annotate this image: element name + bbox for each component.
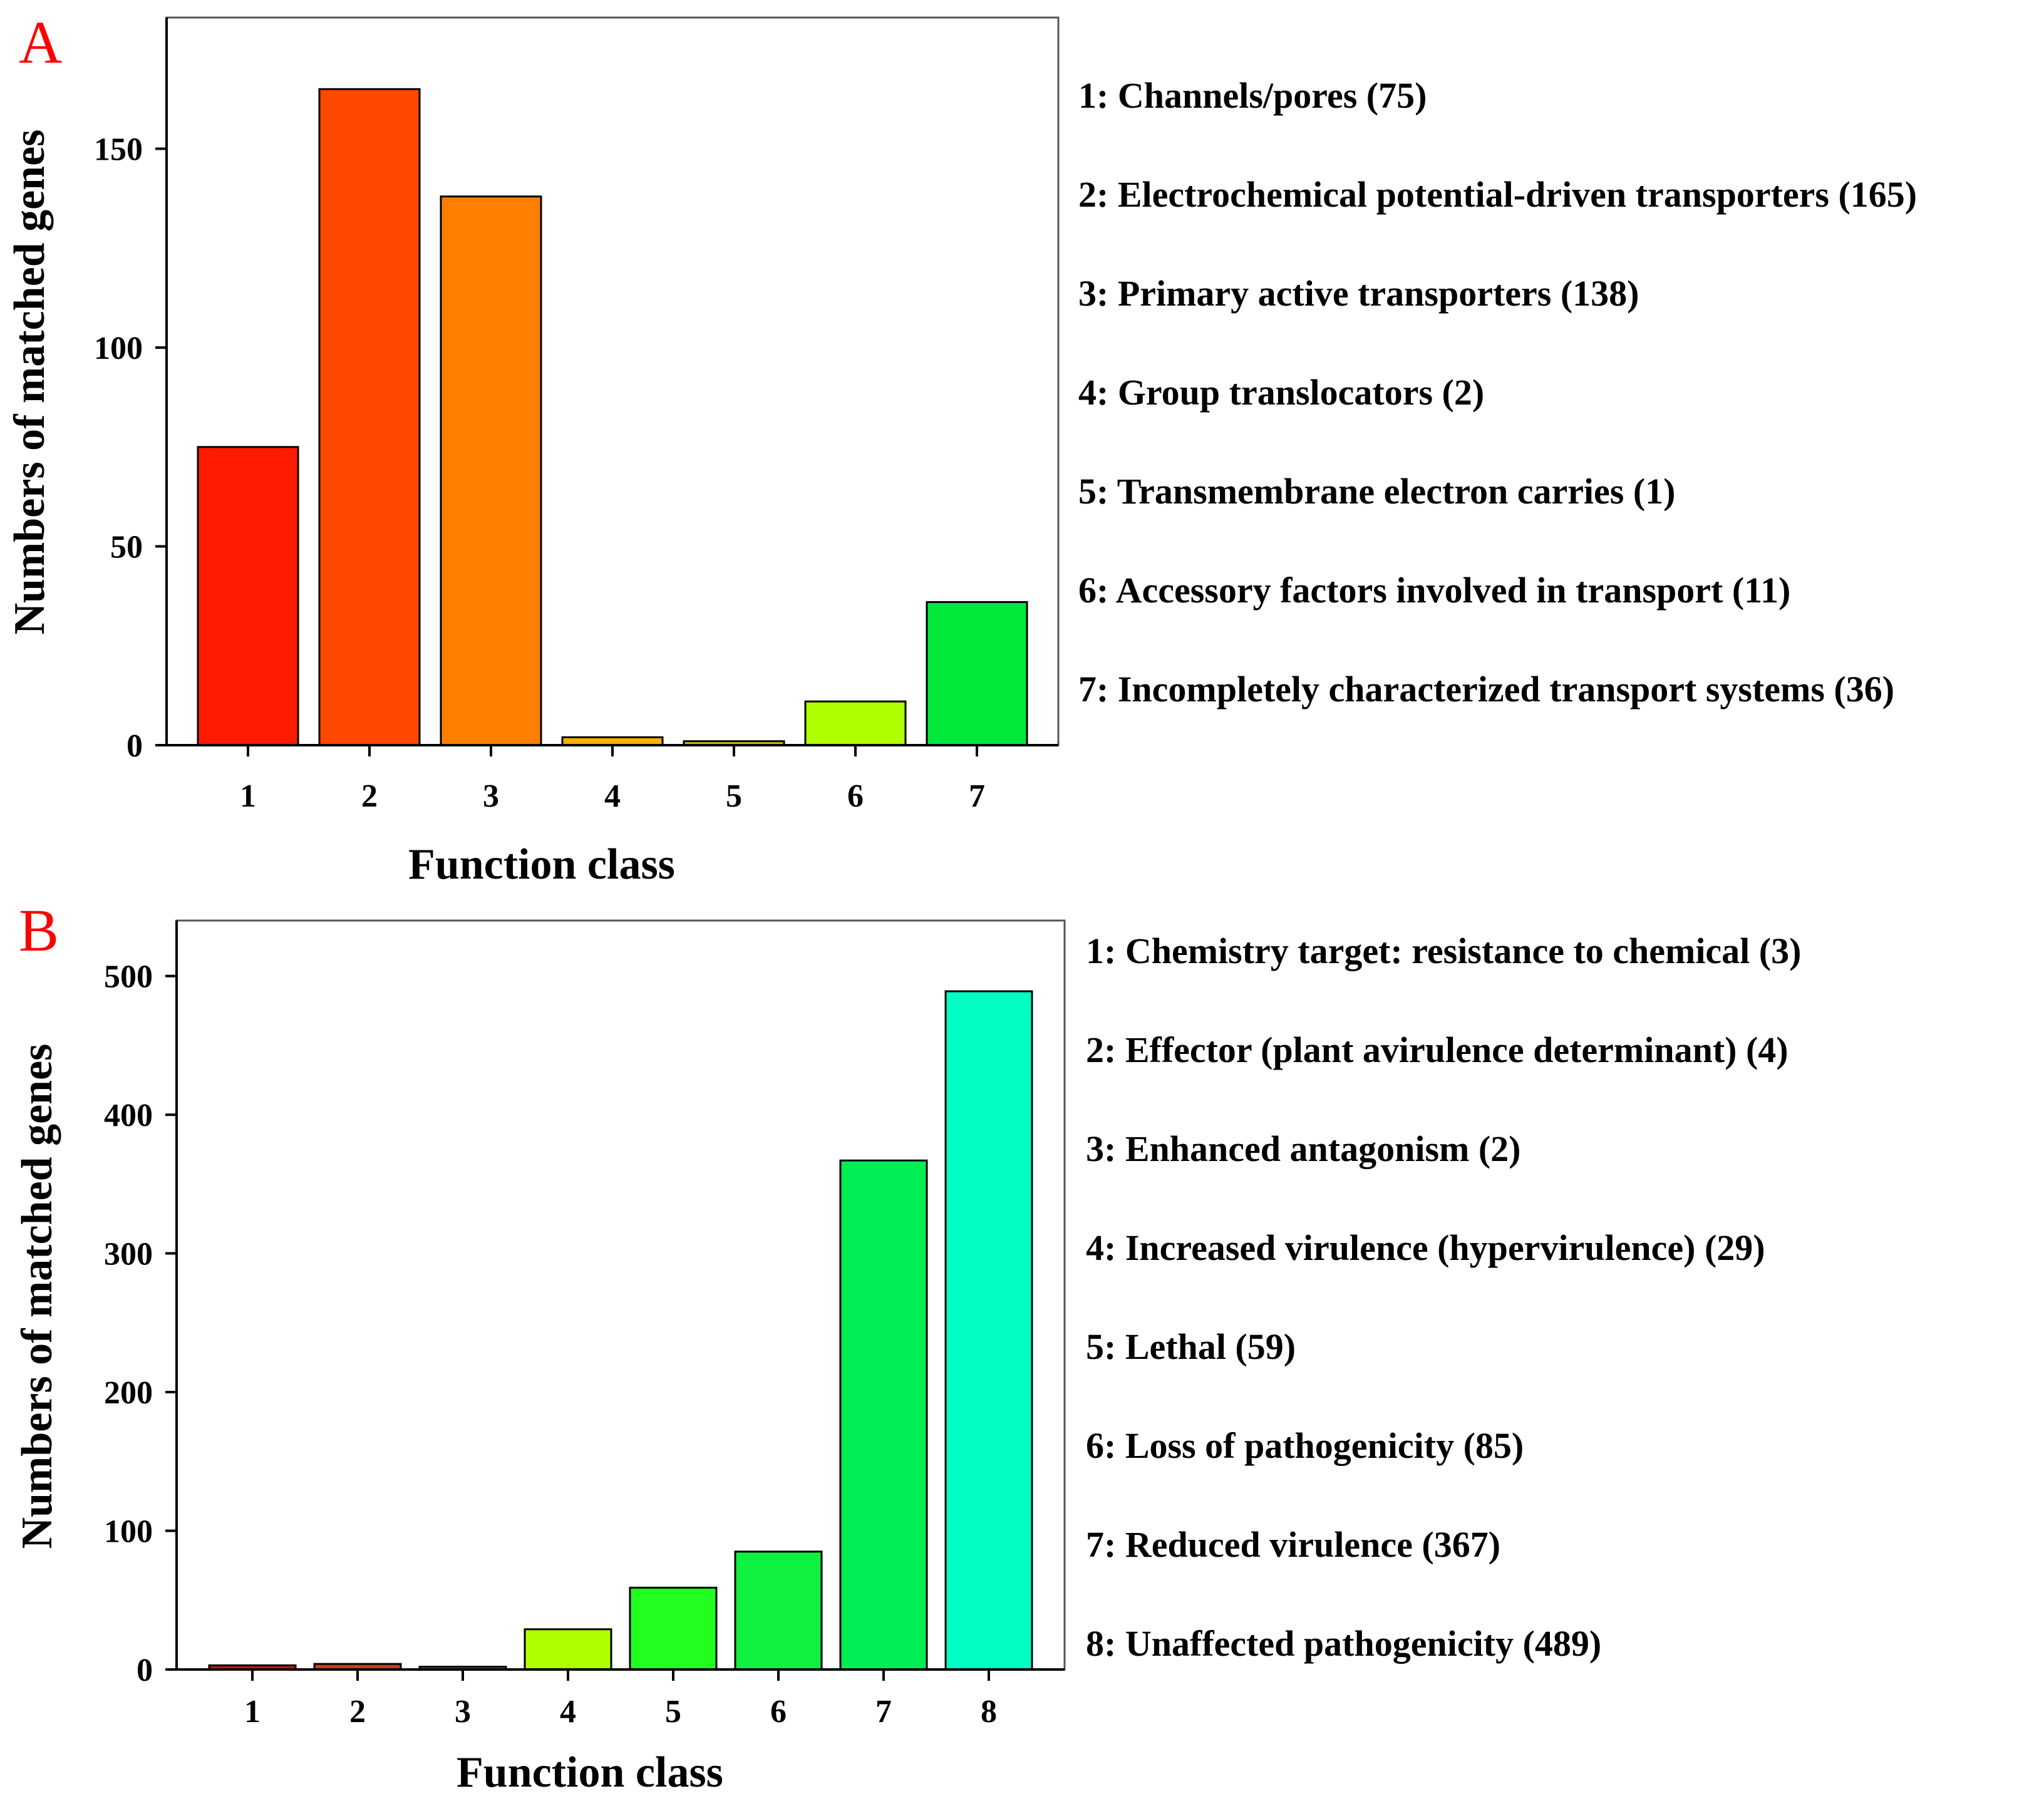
panel-a-x-tick-label: 5 [726,778,742,814]
panel-b-legend-item-4: 4: Increased virulence (hypervirulence) … [1086,1227,1765,1268]
panel-b-x-tick-label: 1 [244,1694,261,1730]
panel-a-x-tick-label: 1 [240,778,256,814]
panel-a-y-axis-title: Numbers of matched genes [6,130,54,635]
panel-a-plot-frame [165,16,1060,746]
panel-a-legend-item-4: 4: Group translocators (2) [1078,372,1484,413]
panel-a-bar-6 [804,700,907,746]
panel-b-y-tick-label: 300 [104,1237,153,1272]
panel-b-legend-item-1: 1: Chemistry target: resistance to chemi… [1086,931,1801,971]
panel-b-y-tick-label: 200 [104,1375,153,1411]
panel-b-y-ticks: 0 100 200 300 400 500 [104,959,177,1688]
panel-b-y-tick-label: 0 [137,1653,153,1688]
panel-b-legend-item-7: 7: Reduced virulence (367) [1086,1524,1500,1565]
panel-a-legend-item-1: 1: Channels/pores (75) [1078,75,1427,116]
panel-b-bar-8 [944,990,1033,1671]
panel-a-bar-1 [197,446,299,746]
panel-a-legend: 1: Channels/pores (75) 2: Electrochemical… [1078,75,1917,710]
panel-a-x-axis-title: Function class [408,840,675,889]
panel-b-legend-item-5: 5: Lethal (59) [1086,1326,1296,1367]
panel-a-bars [197,88,1028,746]
panel-b-x-axis-title: Function class [457,1748,723,1797]
panel-a-x-tick-label: 2 [361,778,378,814]
panel-a-x-tick-label: 4 [604,778,621,814]
panel-b-bars [208,990,1033,1671]
panel-b-x-tick-label: 4 [560,1694,576,1730]
panel-b-x-tick-label: 8 [981,1694,997,1730]
panel-a-legend-item-3: 3: Primary active transporters (138) [1078,273,1639,314]
panel-a-legend-item-2: 2: Electrochemical potential-driven tran… [1078,174,1917,215]
panel-b-x-tick-label: 7 [875,1694,892,1730]
panel-b-x-tick-label: 2 [349,1694,366,1730]
panel-b-x-ticks: 1 2 3 4 5 6 7 8 [244,1669,997,1730]
panel-b-x-tick-label: 6 [770,1694,787,1730]
panel-b-letter: B [19,897,59,964]
panel-b-y-tick-label: 100 [104,1514,153,1550]
panel-a-x-tick-label: 6 [847,778,864,814]
panel-b-bar-6 [734,1551,823,1671]
panel-a-y-tick-label: 0 [126,728,143,764]
panel-a-legend-item-7: 7: Incompletely characterized transport … [1078,669,1894,710]
panel-a-bar-2 [318,88,421,746]
panel-a: A 0 50 100 150 1 2 3 4 5 6 7 Numbers of matched g… [6,9,1917,889]
panel-b-legend-item-8: 8: Unaffected pathogenicity (489) [1086,1623,1601,1664]
panel-b-legend-item-6: 6: Loss of pathogenicity (85) [1086,1425,1524,1466]
panel-a-bar-3 [440,195,542,746]
panel-b-plot-frame [175,919,1066,1671]
panel-b-y-axis-title: Numbers of matched genes [13,1044,61,1549]
panel-b-y-tick-label: 500 [104,959,153,995]
panel-a-letter: A [19,9,62,76]
panel-a-x-tick-label: 7 [969,778,985,814]
panel-a-x-tick-label: 3 [483,778,499,814]
panel-b-bar-4 [524,1628,612,1671]
panel-a-x-ticks: 1 2 3 4 5 6 7 [240,745,985,814]
panel-a-y-ticks: 0 50 100 150 [94,132,167,764]
panel-b-bar-5 [629,1586,718,1671]
panel-a-bar-7 [926,601,1028,746]
panel-a-y-tick-label: 150 [94,132,143,168]
panel-a-y-tick-label: 100 [94,331,143,366]
panel-b: B 0 100 200 300 400 500 1 2 3 4 5 6 7 8 Numbers of m… [13,897,1801,1797]
panel-b-legend: 1: Chemistry target: resistance to chemi… [1086,931,1801,1664]
panel-b-legend-item-2: 2: Effector (plant avirulence determinan… [1086,1030,1788,1070]
panel-a-legend-item-6: 6: Accessory factors involved in transpo… [1078,570,1790,611]
panel-b-x-tick-label: 5 [665,1694,681,1730]
panel-b-x-tick-label: 3 [455,1694,471,1730]
panel-a-legend-item-5: 5: Transmembrane electron carries (1) [1078,471,1676,512]
panel-b-bar-7 [839,1159,928,1671]
panel-b-y-tick-label: 400 [104,1098,153,1133]
panel-a-y-tick-label: 50 [110,530,143,565]
panel-b-legend-item-3: 3: Enhanced antagonism (2) [1086,1128,1520,1169]
